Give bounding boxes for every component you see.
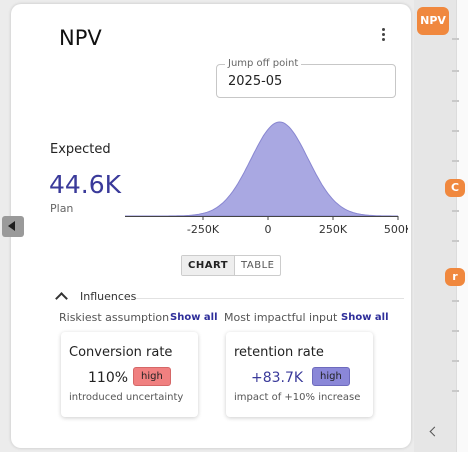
riskiest-assumption-label: Riskiest assumption [59,311,170,324]
rail-tick [452,130,459,132]
sidebar-chip-c[interactable]: C [445,179,465,197]
riskiest-show-all-link[interactable]: Show all [170,312,218,323]
tab-chart[interactable]: CHART [182,256,235,275]
expected-sublabel: Plan [50,202,74,215]
x-tick-label: 0 [265,223,272,236]
influence-card-value: +83.7K [251,370,304,386]
chevron-up-icon[interactable] [55,292,68,305]
influence-card-title: retention rate [234,345,324,360]
influence-card-conversion-rate[interactable]: Conversion rate 110% high introduced unc… [61,332,198,417]
rail-tick [452,330,459,332]
x-tick-label: 500K [384,223,408,236]
sidebar-chip-r[interactable]: r [445,268,465,286]
influence-card-retention-rate[interactable]: retention rate +83.7K high impact of +10… [226,332,373,417]
impactful-show-all-link[interactable]: Show all [341,312,389,323]
rail-tick [452,360,459,362]
rail-tick [452,38,459,40]
kebab-menu-icon[interactable] [376,26,390,48]
influence-badge: high [133,367,171,386]
x-tick-label: -250K [187,223,220,236]
rail-tick [452,210,459,212]
influence-card-title: Conversion rate [69,345,173,360]
rail-tick [452,390,459,392]
rail-edge [456,0,468,452]
tab-table[interactable]: TABLE [234,256,280,275]
rail-tick [452,160,459,162]
expected-label: Expected [50,142,111,157]
card-title: NPV [59,26,102,50]
jump-off-point-value[interactable]: 2025-05 [228,74,283,89]
rail-tick [452,300,459,302]
influence-card-subtitle: impact of +10% increase [234,392,361,403]
npv-distribution-chart: -250K 0 250K 500K [125,121,408,236]
arrow-left-icon[interactable] [2,216,24,237]
rail-tick [452,240,459,242]
distribution-area [125,121,398,217]
view-toggle: CHART TABLE [181,255,282,276]
influence-card-subtitle: introduced uncertainty [69,392,184,403]
sidebar-chip-npv[interactable]: NPV [417,7,449,35]
influence-card-value: 110% [88,370,129,386]
most-impactful-label: Most impactful input [224,311,338,324]
jump-off-point-field[interactable]: Jump off point 2025-05 [216,58,396,98]
expected-value: 44.6K [49,170,122,199]
jump-off-point-label: Jump off point [225,58,302,69]
rail-tick [452,70,459,72]
rail-tick [452,100,459,102]
side-rail [414,0,456,452]
influence-badge: high [312,367,350,386]
x-tick-label: 250K [319,223,348,236]
influences-heading: Influences [80,290,137,303]
influences-divider [136,298,404,299]
npv-card: NPV Jump off point 2025-05 Expected 44.6… [11,4,411,448]
